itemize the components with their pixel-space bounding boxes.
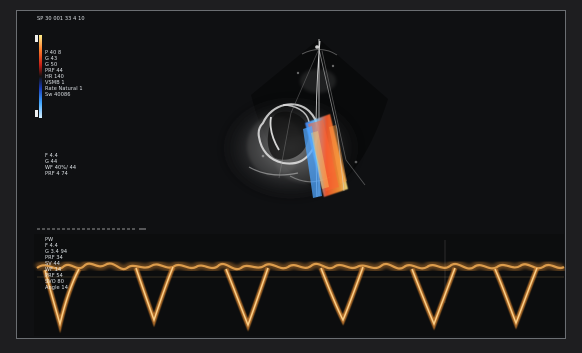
parameter-line-7: Rate Natural 1 (45, 86, 83, 92)
parameter-line-1: P 40 8 (45, 50, 62, 56)
pw-line-7: PRF 54 (45, 273, 63, 279)
ultrasound-screen: SP 30 001 33 4 10 P 40 8 G 43 G 50 PRF 4… (16, 10, 566, 339)
middle-line-2: F 4.4 (45, 153, 58, 159)
parameter-line-3: G 50 (45, 62, 58, 68)
middle-line-5: PRF 4 74 (45, 171, 68, 177)
pw-parameter-panel: PW F 4.4 G 3.4 94 PRF 34 SV 44 WF 14 PRF… (45, 237, 68, 291)
spectral-doppler-area (34, 228, 565, 336)
parameter-line-5: HR 140 (45, 74, 64, 80)
header-text: SP 30 001 33 4 10 (37, 16, 85, 22)
pw-line-9: Angle 14 (45, 285, 68, 291)
middle-parameter-panel: F 4.4 G 44 WF 40%/ 44 PRF 4 74 (45, 153, 76, 177)
parameter-line-2: G 43 (45, 56, 58, 62)
scale-marker-bottom (35, 110, 38, 117)
scale-marker-top (35, 35, 38, 42)
parameter-line-8: Sw 40086 (45, 92, 71, 98)
parameter-line-6: VSMB 1 (45, 80, 65, 86)
middle-line-4: WF 40%/ 44 (45, 165, 77, 171)
color-scale-bar (39, 35, 42, 118)
pw-line-1: PW (45, 237, 54, 243)
parameter-line-4: PRF 44 (45, 68, 63, 74)
sector-image (219, 39, 388, 202)
pw-line-6: WF 14 (45, 267, 62, 273)
pw-line-8: SVO 80 (45, 279, 64, 285)
pw-line-4: PRF 34 (45, 255, 63, 261)
parameter-panel: P 40 8 G 43 G 50 PRF 44 HR 140 VSMB 1 Ra… (45, 50, 83, 98)
pw-line-5: SV 44 (45, 261, 61, 267)
pw-line-3: G 3.4 94 (45, 249, 68, 255)
middle-line-3: G 44 (45, 159, 58, 165)
pw-line-2: F 4.4 (45, 243, 58, 249)
ultrasound-image-canvas (17, 11, 565, 338)
color-doppler-box (303, 114, 348, 198)
